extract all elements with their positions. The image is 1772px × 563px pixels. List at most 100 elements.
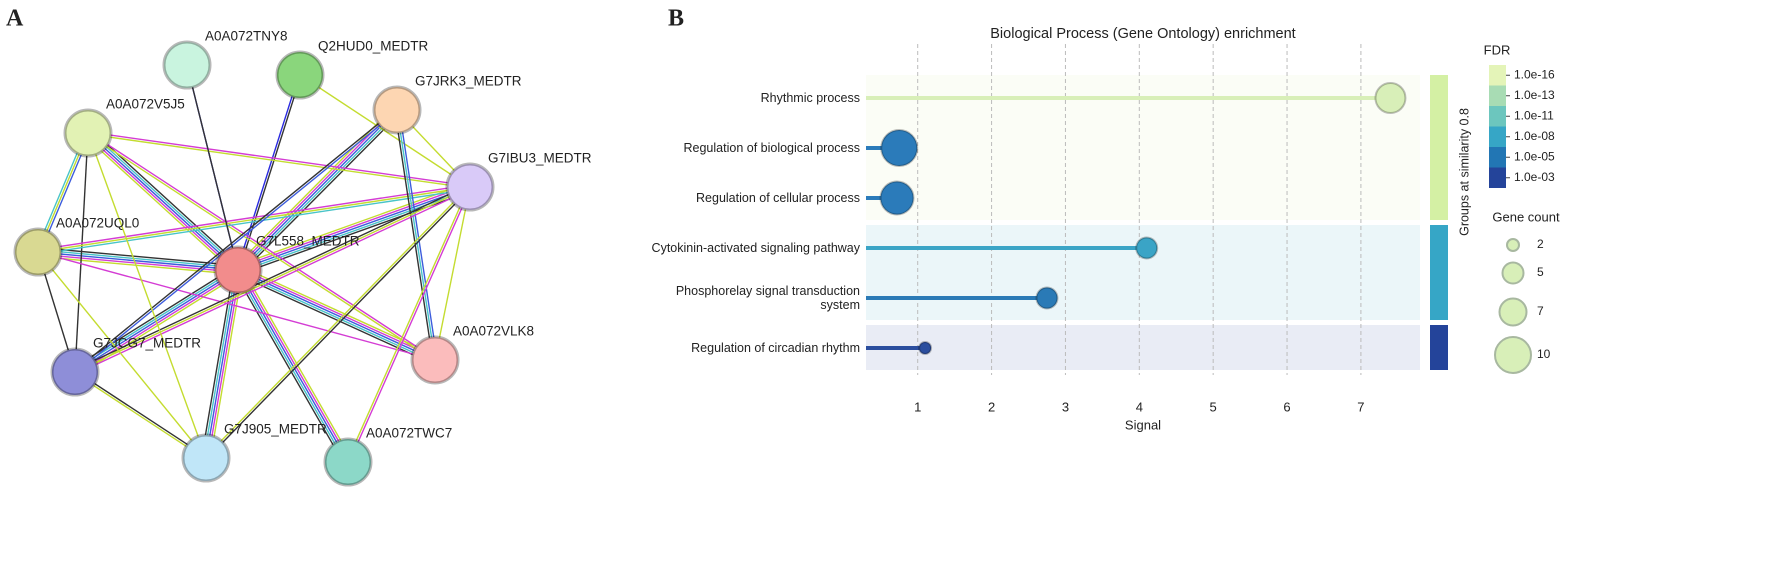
legend-label: 10: [1537, 347, 1551, 361]
node-label: G7JCG7_MEDTR: [93, 336, 201, 351]
network-node: [410, 335, 460, 385]
legend-label: 1.0e-05: [1514, 149, 1555, 163]
x-tick-label: 6: [1283, 399, 1290, 414]
network-node: [323, 437, 373, 487]
network-node: [372, 85, 422, 135]
node-label: A0A072VLK8: [453, 324, 534, 339]
color-swatch: [1489, 167, 1506, 188]
network-edge: [236, 182, 469, 267]
panel-label: B: [668, 6, 684, 32]
network-edge: [37, 186, 471, 253]
network-edge: [37, 253, 238, 273]
network-edge: [237, 109, 398, 271]
legend-label: 7: [1537, 304, 1544, 318]
network-edge: [237, 269, 436, 361]
network-edge: [236, 271, 435, 363]
network-edge: [206, 187, 472, 460]
color-swatch: [1489, 106, 1506, 127]
network-edge: [348, 187, 472, 463]
network-edge: [37, 251, 239, 271]
network-edge: [233, 271, 345, 465]
category-label: Regulation of cellular process: [696, 191, 860, 205]
x-tick-label: 1: [914, 399, 921, 414]
network-edge: [235, 273, 434, 365]
node-label: G7L558_MEDTR: [256, 234, 360, 249]
network-edge: [75, 110, 399, 374]
x-tick-label: 2: [988, 399, 995, 414]
group-band: [866, 325, 1420, 370]
network-edge: [240, 112, 401, 274]
network-edge: [75, 370, 207, 458]
node-label: A0A072TNY8: [205, 29, 288, 44]
network-node: [13, 227, 63, 277]
node-label: G7IBU3_MEDTR: [488, 151, 592, 166]
network-edge: [37, 251, 207, 459]
network-edge: [38, 246, 239, 267]
legend-label: 2: [1537, 237, 1544, 251]
lollipop-point: [879, 180, 915, 216]
panel-label: A: [6, 6, 24, 32]
legend-label: 1.0e-16: [1514, 67, 1555, 81]
category-label: Rhythmic process: [760, 91, 860, 105]
network-node: [181, 433, 231, 483]
network-edge: [37, 255, 238, 276]
group-bar: [1430, 325, 1448, 370]
category-label: Regulation of circadian rhythm: [691, 341, 860, 355]
node-label: G7J905_MEDTR: [224, 422, 327, 437]
network-edge: [87, 133, 435, 362]
legend-title: Gene count: [1492, 209, 1560, 224]
legend-title: FDR: [1484, 42, 1511, 57]
legend-label: 1.0e-13: [1514, 88, 1555, 102]
network-edge: [74, 186, 471, 373]
network-node: [213, 245, 263, 295]
node-label: A0A072UQL0: [56, 216, 139, 231]
group-bar: [1430, 225, 1448, 320]
network-node: [63, 108, 113, 158]
network-edge: [299, 74, 471, 188]
node-label: G7JRK3_MEDTR: [415, 74, 522, 89]
network-edge: [89, 130, 240, 269]
category-label: Phosphorelay signal transduction system: [675, 284, 860, 312]
legend-label: 5: [1537, 265, 1544, 279]
network-node: [445, 162, 495, 212]
network-edge: [239, 111, 400, 273]
lollipop-point: [1135, 236, 1159, 260]
color-swatch: [1489, 126, 1506, 147]
network-edge: [394, 110, 434, 361]
network-edge: [209, 270, 244, 459]
network-edge: [37, 251, 436, 361]
network-edge: [88, 131, 471, 187]
network-edge: [74, 132, 89, 373]
group-bar: [1430, 75, 1448, 220]
size-legend-circle: [1498, 297, 1528, 327]
network-edge: [236, 74, 300, 270]
network-edge: [87, 132, 207, 459]
node-label: Q2HUD0_MEDTR: [318, 39, 429, 54]
network-edge: [396, 109, 436, 361]
lollipop-point: [1374, 82, 1407, 114]
network-edge: [73, 108, 397, 372]
network-edge: [74, 372, 206, 460]
network-edge: [204, 185, 470, 458]
network-edge: [88, 131, 436, 360]
color-swatch: [1489, 147, 1506, 168]
network-node: [275, 50, 325, 100]
x-tick-label: 4: [1136, 399, 1143, 414]
lollipop-point: [880, 129, 919, 167]
network-edge: [237, 186, 471, 271]
network-edge: [235, 270, 347, 464]
network-edge: [87, 132, 239, 271]
size-legend-circle: [1506, 238, 1520, 252]
group-label: Groups at similarity 0.8: [1457, 108, 1471, 236]
network-edge: [75, 188, 472, 375]
node-label: A0A072TWC7: [366, 426, 452, 441]
category-label: Cytokinin-activated signaling pathway: [651, 241, 860, 255]
network-edge: [76, 273, 241, 377]
network-edge: [73, 184, 470, 371]
network-edge: [84, 135, 236, 274]
network-edge: [207, 270, 241, 459]
color-swatch: [1489, 65, 1506, 86]
node-label: A0A072V5J5: [106, 97, 185, 112]
